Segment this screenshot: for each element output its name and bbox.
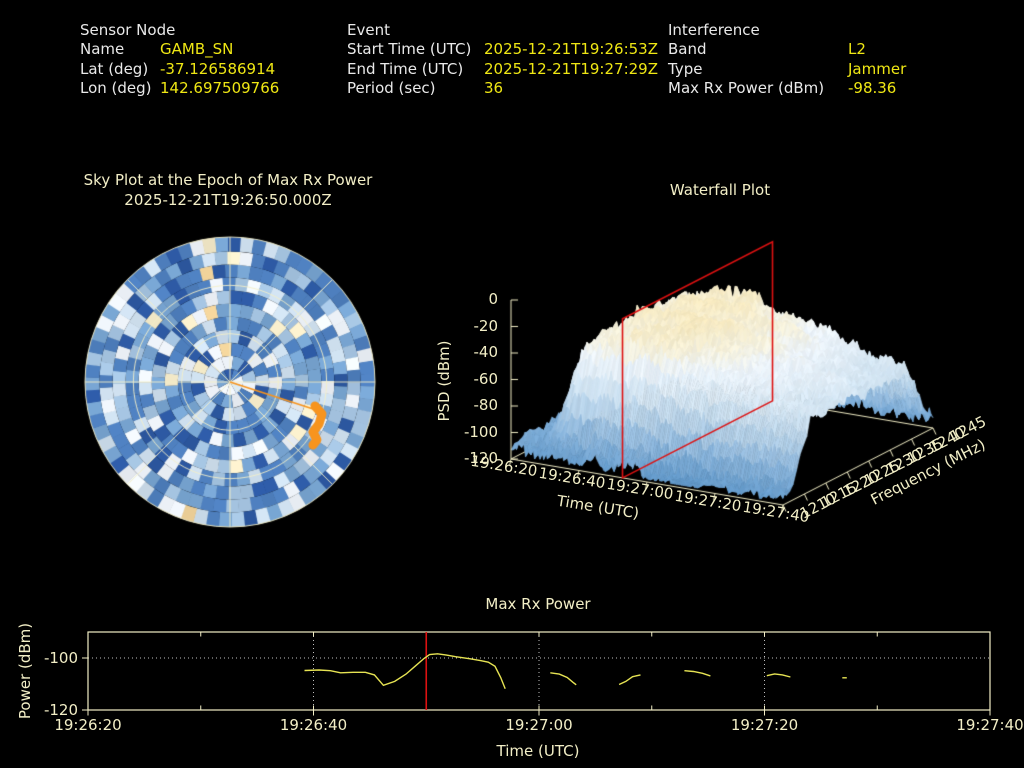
- event-section-title: Event: [347, 21, 390, 39]
- event-period-label: Period (sec): [347, 78, 436, 97]
- sensor-lon-row: Lon (deg) 142.697509766: [80, 78, 279, 98]
- sensor-lat-label: Lat (deg): [80, 59, 149, 78]
- interference-power-row: Max Rx Power (dBm) -98.36: [668, 78, 896, 98]
- sky-plot-canvas: [82, 234, 378, 530]
- event-end-label: End Time (UTC): [347, 59, 464, 78]
- max-rx-power-title: Max Rx Power: [485, 595, 591, 613]
- power-series-segment: [766, 673, 791, 678]
- wf-z-tick-label: -20: [473, 316, 499, 335]
- waterfall-axis-labels: 0 -20 -40 -60 -80 -100 -120 19:26:20 19:26:40 19:…: [430, 220, 1024, 550]
- sensor-node-panel: Sensor Node Name GAMB_SN Lat (deg) -37.126…: [80, 21, 279, 98]
- sensor-lat-row: Lat (deg) -37.126586914: [80, 59, 275, 79]
- sensor-node-section-title: Sensor Node: [80, 21, 176, 39]
- interference-power-label: Max Rx Power (dBm): [668, 78, 825, 97]
- interference-type-label: Type: [668, 59, 703, 78]
- x-tick-label: 19:27:40: [956, 716, 1023, 734]
- sensor-lon-label: Lon (deg): [80, 78, 152, 97]
- sensor-name-row: Name GAMB_SN: [80, 40, 233, 59]
- max-rx-power-chart: Max Rx Power Power (dBm) Time (UTC) -100 -12…: [16, 595, 1024, 760]
- wf-z-tick-label: -40: [473, 343, 499, 361]
- event-panel: Event Start Time (UTC) 2025-12-21T19:26:5…: [347, 21, 658, 98]
- sensor-lon-value: 142.697509766: [160, 78, 280, 97]
- wf-z-tick-label: -120: [463, 449, 498, 467]
- event-start-row: Start Time (UTC) 2025-12-21T19:26:53Z: [347, 40, 658, 59]
- x-tick-label: 19:26:20: [54, 716, 121, 734]
- wf-z-tick-label: -60: [473, 369, 499, 388]
- y-tick-label: -120: [44, 701, 78, 719]
- power-series-segment: [550, 672, 577, 686]
- plot-frame: [87, 631, 991, 711]
- event-end-value: 2025-12-21T19:27:29Z: [484, 59, 658, 78]
- wf-z-tick-label: 0: [488, 290, 498, 308]
- power-series-segment: [618, 674, 641, 686]
- interference-type-value: Jammer: [848, 59, 907, 78]
- wf-psd-axis-title: PSD (dBm): [435, 340, 453, 422]
- power-axis-title: Power (dBm): [16, 623, 34, 719]
- interference-panel: Interference Band L2 Type Jammer Max Rx Po…: [668, 21, 906, 98]
- x-tick-label: 19:26:40: [280, 716, 347, 734]
- interference-section-title: Interference: [668, 21, 760, 39]
- event-start-value: 2025-12-21T19:26:53Z: [484, 40, 658, 59]
- power-series-segment: [304, 653, 506, 689]
- interference-band-value: L2: [848, 40, 866, 59]
- event-period-value: 36: [484, 78, 504, 97]
- time-axis-title: Time (UTC): [496, 742, 580, 760]
- sensor-name-value: GAMB_SN: [160, 40, 234, 59]
- sky-plot-title-line2: 2025-12-21T19:26:50.000Z: [124, 190, 332, 209]
- event-start-label: Start Time (UTC): [347, 40, 472, 59]
- x-tick-label: 19:27:20: [731, 716, 798, 734]
- waterfall-canvas: [430, 220, 1024, 550]
- interference-type-row: Type Jammer: [668, 59, 906, 79]
- power-series-segment: [684, 670, 711, 677]
- y-tick-label: -100: [44, 649, 78, 667]
- wf-z-tick-label: -100: [463, 422, 498, 441]
- waterfall-title: Waterfall Plot: [669, 181, 771, 199]
- sky-plot-title-line1: Sky Plot at the Epoch of Max Rx Power: [83, 171, 373, 189]
- sensor-lat-value: -37.126586914: [160, 59, 276, 78]
- sky-plot-title: Sky Plot at the Epoch of Max Rx Power 20…: [38, 171, 418, 210]
- wf-z-tick-label: -80: [473, 396, 499, 414]
- sensor-name-label: Name: [80, 40, 125, 59]
- event-end-row: End Time (UTC) 2025-12-21T19:27:29Z: [347, 59, 658, 79]
- event-period-row: Period (sec) 36: [347, 78, 503, 98]
- x-tick-label: 19:27:00: [505, 716, 572, 734]
- interference-band-row: Band L2: [668, 40, 866, 59]
- interference-band-label: Band: [668, 40, 707, 59]
- interference-power-value: -98.36: [848, 78, 897, 97]
